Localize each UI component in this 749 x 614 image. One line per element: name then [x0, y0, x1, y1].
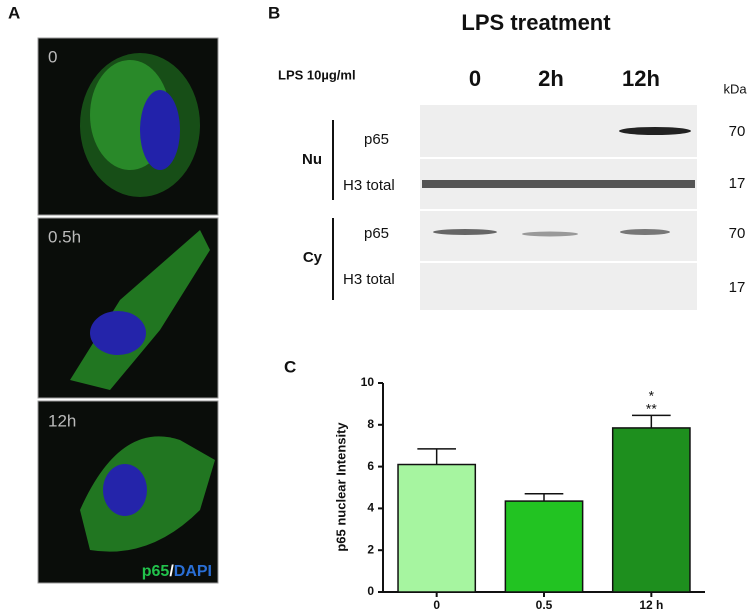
x-tick-label: 0.5: [536, 598, 553, 612]
protein-label: p65: [364, 131, 389, 148]
bar: [397, 463, 477, 593]
stain: DAPI: [174, 563, 212, 580]
y-tick-label: 8: [367, 417, 374, 431]
blot-title: LPS treatment: [461, 10, 611, 35]
stain-legend: p65/DAPI: [142, 563, 212, 580]
protein-label: H3 total: [343, 271, 395, 288]
treatment-label: LPS 10µg/ml: [278, 67, 356, 82]
bar: [611, 427, 691, 593]
error-bar: [632, 414, 671, 428]
error-bar: [417, 448, 456, 465]
kda-label: 70: [729, 123, 746, 140]
panel-label: C: [284, 357, 296, 376]
separator: /: [169, 563, 174, 580]
blot: [420, 105, 697, 310]
protein-label: p65: [364, 225, 389, 242]
micrograph: 0: [37, 37, 219, 216]
lane-label: 0: [469, 66, 481, 91]
y-tick-label: 2: [367, 542, 374, 556]
y-tick-label: 10: [361, 375, 375, 389]
fraction-label: Cy: [303, 249, 323, 266]
significance-label: **: [646, 401, 657, 417]
lane-label: 2h: [538, 66, 564, 91]
panel-label: B: [268, 3, 280, 22]
error-bar: [524, 493, 564, 502]
y-tick-label: 6: [367, 459, 374, 473]
micrograph: 0.5h: [37, 217, 219, 399]
image-label: 12h: [48, 411, 76, 430]
image-label: 0.5h: [48, 227, 81, 246]
protein-label: H3 total: [343, 177, 395, 194]
y-tick-label: 4: [367, 501, 374, 515]
unit-label: kDa: [723, 81, 747, 96]
significance-label: *: [649, 388, 655, 404]
panel-label: A: [8, 3, 20, 22]
x-tick-label: 0: [433, 598, 440, 612]
kda-label: 17: [729, 279, 746, 296]
stain: p65: [142, 563, 170, 580]
x-tick-label: 12 h: [639, 598, 663, 612]
y-axis-label: p65 nuclear Intensity: [333, 422, 348, 552]
kda-label: 17: [729, 175, 746, 192]
kda-label: 70: [729, 225, 746, 242]
micrograph: 12h p65/DAPI: [37, 400, 219, 584]
fraction-label: Nu: [302, 151, 322, 168]
bar: [504, 500, 584, 593]
y-tick-label: 0: [367, 584, 374, 598]
image-label: 0: [48, 47, 57, 66]
lane-label: 12h: [622, 66, 660, 91]
